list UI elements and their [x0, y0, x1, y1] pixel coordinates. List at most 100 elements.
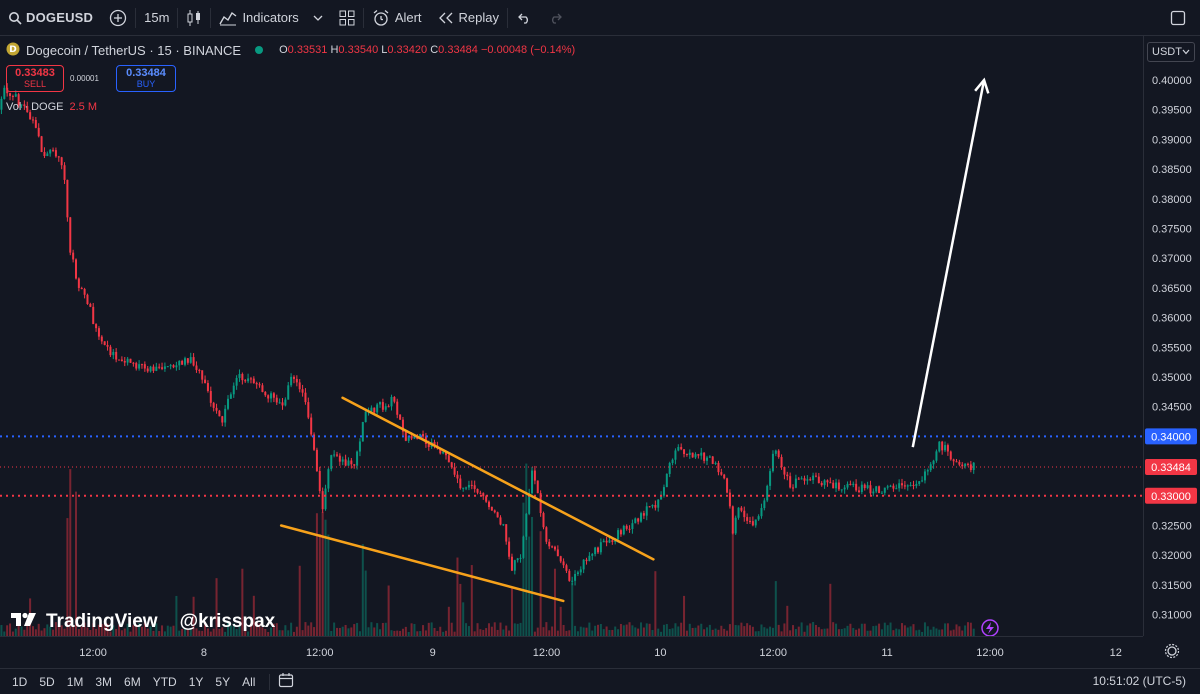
volume-bar	[459, 583, 462, 636]
range-button[interactable]: 5Y	[215, 674, 231, 689]
candle-body	[648, 506, 651, 508]
candle-body	[797, 478, 800, 480]
volume-bar	[261, 627, 264, 636]
candle-body	[361, 422, 364, 442]
indicators-button[interactable]: Indicators	[211, 0, 330, 36]
indicators-icon	[219, 10, 237, 26]
layouts-button[interactable]	[331, 0, 363, 36]
volume-bar	[172, 625, 175, 636]
candle-body	[809, 479, 812, 481]
candle-body	[252, 378, 255, 384]
candle-body	[751, 521, 754, 526]
volume-bar	[926, 626, 929, 636]
symbol-search[interactable]: DOGEUSD	[0, 0, 101, 36]
volume-bar	[364, 570, 367, 636]
redo-button[interactable]	[540, 0, 572, 36]
candle-body	[508, 541, 511, 557]
replay-button[interactable]: Replay	[430, 0, 507, 36]
volume-bar	[731, 531, 734, 636]
candle-body	[619, 530, 622, 535]
volume-bar	[338, 627, 341, 636]
range-button[interactable]: YTD	[152, 674, 177, 689]
volume-bar	[599, 624, 602, 636]
volume-bar	[479, 629, 482, 636]
clock-timezone[interactable]: 10:51:02 (UTC-5)	[1092, 674, 1186, 688]
volume-bar	[657, 628, 660, 636]
gear-icon[interactable]	[1167, 646, 1177, 656]
candle-body	[536, 480, 539, 494]
range-button[interactable]: 1D	[12, 674, 28, 689]
currency-select[interactable]: USDT	[1147, 42, 1195, 62]
buy-button[interactable]: 0.33484 BUY	[116, 65, 176, 92]
price-axis[interactable]	[1143, 36, 1200, 636]
candle-body	[499, 517, 502, 525]
volume-bar	[100, 624, 103, 636]
volume-bar	[287, 630, 290, 636]
candle-body	[946, 445, 949, 452]
volume-bar	[69, 469, 72, 636]
volume-bar	[585, 627, 588, 636]
candle-body	[227, 398, 230, 409]
range-button[interactable]: 1Y	[188, 674, 204, 689]
undo-button[interactable]	[508, 0, 540, 36]
range-button[interactable]: 6M	[124, 674, 141, 689]
chevron-down-icon[interactable]	[313, 10, 323, 25]
candle-body	[594, 547, 597, 555]
undo-icon	[516, 12, 532, 24]
price-tick-label: 0.38500	[1152, 164, 1192, 176]
target-arrow[interactable]	[911, 79, 986, 448]
volume-bar	[493, 622, 496, 636]
volume-bar	[522, 502, 525, 636]
interval-button[interactable]: 15m	[144, 10, 170, 25]
candle-body	[837, 482, 840, 490]
volume-label[interactable]: Vol · DOGE	[6, 101, 64, 113]
volume-bar	[932, 626, 935, 636]
volume-bar	[579, 626, 582, 636]
candle-body	[634, 518, 637, 524]
volume-bar	[955, 624, 958, 636]
volume-bar	[31, 626, 34, 636]
volume-bar	[726, 630, 729, 636]
range-button[interactable]: 5D	[39, 674, 55, 689]
volume-bar	[249, 623, 252, 636]
volume-bar	[774, 581, 777, 636]
watermark: TradingView @krisspax	[10, 610, 275, 634]
volume-bar	[413, 623, 416, 636]
chart-type-button[interactable]	[178, 0, 210, 36]
trendline[interactable]	[279, 524, 565, 603]
fullscreen-button[interactable]	[1162, 0, 1200, 36]
volume-bar	[178, 630, 181, 636]
calendar-icon[interactable]	[278, 672, 294, 691]
compare-button[interactable]	[101, 0, 135, 36]
candle-body	[112, 351, 115, 356]
range-button[interactable]: 3M	[95, 674, 113, 689]
volume-bar	[510, 588, 513, 636]
candle-body	[972, 462, 975, 470]
candle-body	[660, 495, 663, 500]
time-axis[interactable]	[0, 636, 1143, 668]
trendline[interactable]	[341, 396, 655, 561]
series-title[interactable]: Dogecoin / TetherUS · 15 · BINANCE	[26, 42, 242, 58]
candle-body	[69, 217, 72, 253]
add-icon	[109, 9, 127, 27]
volume-bar	[869, 630, 872, 636]
volume-bar	[972, 628, 975, 636]
alert-button[interactable]: Alert	[364, 0, 430, 36]
candle-body	[66, 179, 69, 218]
volume-bar	[298, 565, 301, 636]
candle-body	[766, 485, 769, 501]
trade-panel: 0.33483 SELL 0.00001 0.33484 BUY	[6, 65, 176, 92]
volume-bar	[241, 568, 244, 636]
candle-body	[92, 306, 95, 325]
candle-body	[539, 493, 542, 514]
candles-icon	[186, 9, 202, 27]
range-button[interactable]: 1M	[66, 674, 84, 689]
candle-body	[528, 493, 531, 514]
sell-button[interactable]: 0.33483 SELL	[6, 65, 64, 92]
candle-body	[763, 500, 766, 509]
candle-body	[206, 383, 209, 392]
candle-body	[835, 482, 838, 489]
range-button[interactable]: All	[242, 674, 256, 689]
price-label-badge	[1145, 487, 1197, 504]
